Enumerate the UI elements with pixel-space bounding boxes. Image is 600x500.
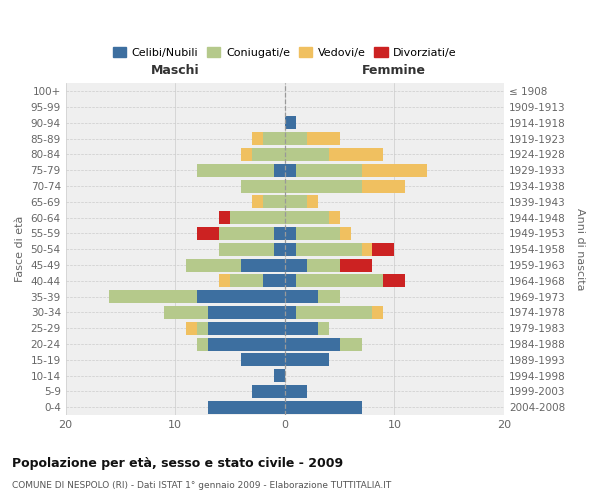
- Bar: [252, 385, 285, 398]
- Bar: [285, 306, 296, 319]
- Bar: [219, 211, 230, 224]
- Bar: [285, 116, 296, 130]
- Text: Maschi: Maschi: [151, 64, 200, 76]
- Bar: [285, 322, 317, 334]
- Bar: [329, 148, 383, 161]
- Bar: [241, 148, 252, 161]
- Bar: [296, 306, 373, 319]
- Bar: [285, 243, 296, 256]
- Bar: [285, 274, 296, 287]
- Bar: [373, 306, 383, 319]
- Bar: [296, 274, 383, 287]
- Bar: [252, 148, 285, 161]
- Text: Popolazione per età, sesso e stato civile - 2009: Popolazione per età, sesso e stato civil…: [12, 458, 343, 470]
- Bar: [197, 290, 285, 303]
- Bar: [329, 211, 340, 224]
- Bar: [285, 180, 362, 192]
- Bar: [307, 258, 340, 272]
- Bar: [263, 196, 285, 208]
- Bar: [317, 290, 340, 303]
- Bar: [373, 243, 394, 256]
- Bar: [197, 338, 208, 350]
- Bar: [340, 227, 350, 240]
- Bar: [197, 322, 208, 334]
- Bar: [296, 227, 340, 240]
- Bar: [307, 196, 317, 208]
- Bar: [241, 258, 285, 272]
- Bar: [285, 258, 307, 272]
- Bar: [285, 290, 317, 303]
- Bar: [285, 164, 296, 176]
- Bar: [383, 274, 406, 287]
- Bar: [274, 227, 285, 240]
- Y-axis label: Fasce di età: Fasce di età: [15, 216, 25, 282]
- Bar: [230, 211, 285, 224]
- Bar: [285, 132, 307, 145]
- Bar: [263, 132, 285, 145]
- Bar: [252, 196, 263, 208]
- Bar: [219, 227, 274, 240]
- Bar: [208, 338, 285, 350]
- Bar: [164, 306, 208, 319]
- Bar: [208, 401, 285, 413]
- Bar: [362, 180, 406, 192]
- Bar: [208, 322, 285, 334]
- Bar: [274, 164, 285, 176]
- Bar: [285, 354, 329, 366]
- Bar: [263, 274, 285, 287]
- Bar: [274, 243, 285, 256]
- Bar: [208, 306, 285, 319]
- Bar: [285, 401, 362, 413]
- Bar: [186, 258, 241, 272]
- Legend: Celibi/Nubili, Coniugati/e, Vedovi/e, Divorziati/e: Celibi/Nubili, Coniugati/e, Vedovi/e, Di…: [108, 42, 461, 62]
- Bar: [362, 164, 427, 176]
- Bar: [317, 322, 329, 334]
- Bar: [219, 243, 274, 256]
- Bar: [197, 227, 219, 240]
- Bar: [285, 338, 340, 350]
- Bar: [197, 164, 274, 176]
- Bar: [285, 211, 329, 224]
- Bar: [296, 243, 362, 256]
- Bar: [109, 290, 197, 303]
- Text: COMUNE DI NESPOLO (RI) - Dati ISTAT 1° gennaio 2009 - Elaborazione TUTTITALIA.IT: COMUNE DI NESPOLO (RI) - Dati ISTAT 1° g…: [12, 481, 391, 490]
- Bar: [362, 243, 373, 256]
- Bar: [219, 274, 230, 287]
- Bar: [285, 227, 296, 240]
- Bar: [186, 322, 197, 334]
- Bar: [241, 180, 285, 192]
- Y-axis label: Anni di nascita: Anni di nascita: [575, 208, 585, 290]
- Bar: [285, 385, 307, 398]
- Bar: [340, 258, 373, 272]
- Bar: [340, 338, 362, 350]
- Bar: [241, 354, 285, 366]
- Bar: [307, 132, 340, 145]
- Bar: [296, 164, 362, 176]
- Bar: [285, 196, 307, 208]
- Bar: [230, 274, 263, 287]
- Bar: [274, 369, 285, 382]
- Bar: [285, 148, 329, 161]
- Bar: [252, 132, 263, 145]
- Text: Femmine: Femmine: [362, 64, 427, 76]
